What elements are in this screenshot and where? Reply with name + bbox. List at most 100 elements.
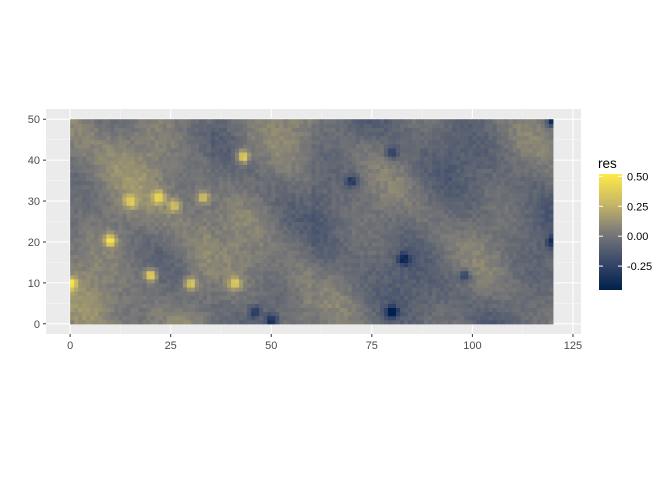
heatmap-cell xyxy=(94,278,99,284)
heatmap-cell xyxy=(106,184,111,190)
heatmap-cell xyxy=(283,184,288,190)
heatmap-cell xyxy=(516,291,522,296)
heatmap-cell xyxy=(86,151,91,157)
heatmap-cell xyxy=(508,180,514,186)
heatmap-cell xyxy=(158,209,164,214)
heatmap-cell xyxy=(404,229,409,235)
heatmap-cell xyxy=(363,266,369,272)
heatmap-cell xyxy=(259,266,264,272)
heatmap-cell xyxy=(263,209,268,214)
heatmap-cell xyxy=(347,270,353,276)
heatmap-cell xyxy=(412,295,417,300)
heatmap-cell xyxy=(347,266,353,272)
heatmap-cell xyxy=(303,160,309,165)
heatmap-cell xyxy=(375,164,381,169)
heatmap-cell xyxy=(532,160,538,165)
heatmap-cell xyxy=(532,184,538,190)
heatmap-cell xyxy=(395,262,401,268)
heatmap-cell xyxy=(82,217,87,223)
heatmap-cell xyxy=(299,156,305,161)
heatmap-cell xyxy=(263,237,268,243)
heatmap-cell xyxy=(303,201,309,206)
heatmap-cell xyxy=(118,221,124,227)
heatmap-cell xyxy=(472,282,478,288)
heatmap-cell xyxy=(359,196,365,202)
heatmap-cell xyxy=(339,205,345,210)
heatmap-cell xyxy=(468,307,473,313)
heatmap-cell xyxy=(476,225,482,231)
heatmap-cell xyxy=(114,295,119,300)
heatmap-cell xyxy=(540,254,546,259)
heatmap-cell xyxy=(379,217,385,223)
heatmap-cell xyxy=(432,225,437,231)
heatmap-cell xyxy=(335,205,341,210)
heatmap-cell xyxy=(283,196,288,202)
heatmap-cell xyxy=(295,201,301,206)
heatmap-cell xyxy=(114,180,119,186)
heatmap-cell xyxy=(327,229,333,235)
heatmap-cell xyxy=(391,172,397,178)
heatmap-cell xyxy=(367,192,373,198)
heatmap-cell xyxy=(218,270,224,276)
heatmap-cell xyxy=(227,274,232,280)
heatmap-cell xyxy=(363,303,369,309)
heatmap-cell xyxy=(383,156,389,161)
heatmap-cell xyxy=(476,229,482,235)
heatmap-cell xyxy=(331,254,337,259)
heatmap-cell xyxy=(271,192,276,198)
heatmap-cell xyxy=(158,291,164,296)
heatmap-cell xyxy=(126,266,132,272)
heatmap-cell xyxy=(271,188,276,194)
heatmap-cell xyxy=(299,307,305,313)
heatmap-cell xyxy=(271,254,276,259)
heatmap-cell xyxy=(243,176,248,182)
heatmap-cell xyxy=(315,176,321,182)
heatmap-cell xyxy=(295,274,301,280)
heatmap-cell xyxy=(524,176,530,182)
heatmap-cell xyxy=(375,172,381,178)
heatmap-cell xyxy=(194,246,200,251)
heatmap-cell xyxy=(343,258,349,264)
heatmap-cell xyxy=(307,180,313,186)
heatmap-cell xyxy=(126,168,132,174)
heatmap-cell xyxy=(323,225,329,231)
heatmap-cell xyxy=(383,270,389,276)
heatmap-cell xyxy=(432,250,437,255)
heatmap-cell xyxy=(279,311,284,317)
heatmap-cell xyxy=(319,237,325,243)
heatmap-cell xyxy=(492,217,498,223)
heatmap-cell xyxy=(351,205,357,210)
heatmap-cell xyxy=(347,319,353,325)
heatmap-cell xyxy=(263,225,268,231)
heatmap-cell xyxy=(138,278,144,284)
heatmap-cell xyxy=(468,282,473,288)
heatmap-cell xyxy=(335,250,341,255)
heatmap-cell xyxy=(436,250,441,255)
heatmap-cell xyxy=(395,172,401,178)
heatmap-cell xyxy=(536,229,542,235)
heatmap-cell xyxy=(235,270,240,276)
heatmap-cell xyxy=(327,188,333,194)
heatmap-cell xyxy=(484,258,490,264)
heatmap-cell xyxy=(267,286,272,292)
heatmap-cell xyxy=(512,221,518,227)
heatmap-cell xyxy=(404,164,409,169)
heatmap-cell xyxy=(524,196,530,202)
heatmap-cell xyxy=(227,241,232,247)
heatmap-cell xyxy=(122,180,128,186)
heatmap-cell xyxy=(395,201,401,206)
heatmap-cell xyxy=(528,246,534,251)
heatmap-cell xyxy=(279,164,284,169)
heatmap-cell xyxy=(379,209,385,214)
heatmap-cell xyxy=(214,254,220,259)
heatmap-cell xyxy=(243,217,248,223)
heatmap-cell xyxy=(339,286,345,292)
heatmap-cell xyxy=(279,282,284,288)
heatmap-cell xyxy=(464,299,469,304)
heatmap-cell xyxy=(484,180,490,186)
heatmap-cell xyxy=(202,151,208,157)
heatmap-cell xyxy=(239,188,244,194)
heatmap-cell xyxy=(391,286,397,292)
heatmap-cell xyxy=(323,274,329,280)
heatmap-cell xyxy=(174,282,180,288)
